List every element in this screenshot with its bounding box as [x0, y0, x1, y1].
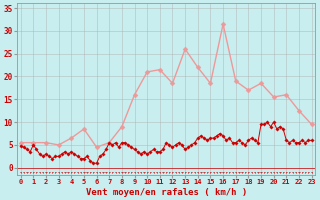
- X-axis label: Vent moyen/en rafales ( km/h ): Vent moyen/en rafales ( km/h ): [85, 188, 247, 197]
